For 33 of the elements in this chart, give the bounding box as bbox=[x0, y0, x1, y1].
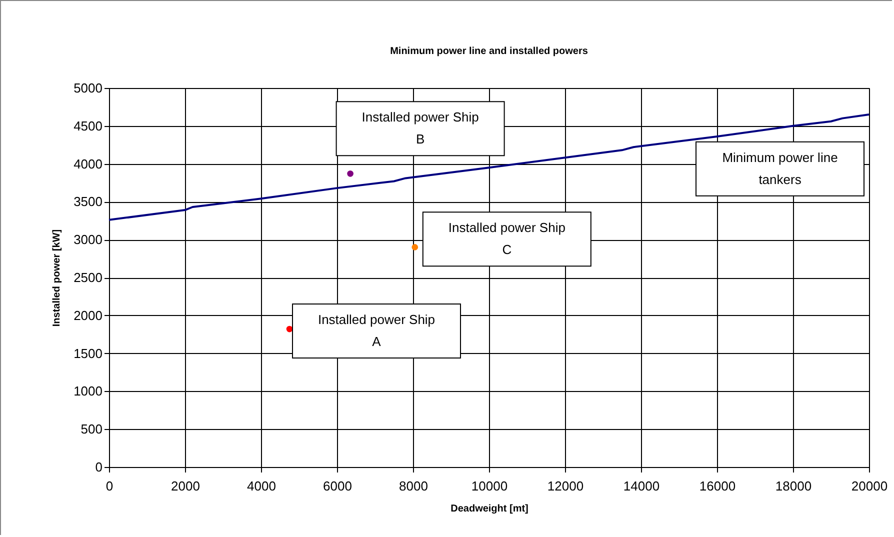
annotation: Minimum power line tankers bbox=[722, 150, 838, 187]
y-tick-label: 2000 bbox=[74, 308, 102, 323]
annotation: Installed power Ship C bbox=[448, 220, 566, 258]
annotation: Installed power Ship B bbox=[362, 110, 479, 147]
point bbox=[286, 326, 293, 332]
y-tick-label: 1500 bbox=[74, 346, 102, 361]
x-axis-title: Deadweight [mt] bbox=[450, 504, 528, 514]
x-tick-label: 10000 bbox=[471, 478, 508, 494]
x-tick-label: 4000 bbox=[247, 478, 276, 494]
x-tick-label: 0 bbox=[106, 478, 114, 494]
y-tick-label: 3500 bbox=[74, 194, 102, 210]
y-tick-label: 500 bbox=[80, 422, 102, 437]
y-tick-label: 5000 bbox=[74, 80, 102, 96]
y-tick-label: 1000 bbox=[74, 384, 102, 399]
annotation: Installed power Ship A bbox=[318, 312, 436, 350]
y-tick-label: 0 bbox=[95, 460, 102, 474]
x-tick-label: 12000 bbox=[547, 478, 584, 494]
y-tick-label: 4500 bbox=[74, 118, 102, 134]
y-tick-label: 4000 bbox=[74, 156, 102, 172]
x-tick-label: 18000 bbox=[775, 478, 812, 494]
x-tick-label: 20000 bbox=[851, 478, 888, 494]
line-series bbox=[108, 114, 870, 221]
y-axis-title: Installed power [kW] bbox=[52, 229, 63, 327]
point bbox=[412, 244, 418, 250]
y-tick-label: 2500 bbox=[74, 270, 102, 285]
x-tick-label: 2000 bbox=[171, 478, 200, 494]
x-tick-label: 8000 bbox=[399, 478, 428, 494]
point bbox=[347, 170, 354, 177]
y-tick-label: 3000 bbox=[74, 232, 102, 248]
x-tick-label: 6000 bbox=[323, 478, 352, 494]
x-tick-label: 14000 bbox=[623, 478, 660, 494]
chart-title: Minimum power line and installed powers bbox=[390, 46, 588, 57]
x-tick-label: 16000 bbox=[699, 478, 736, 494]
